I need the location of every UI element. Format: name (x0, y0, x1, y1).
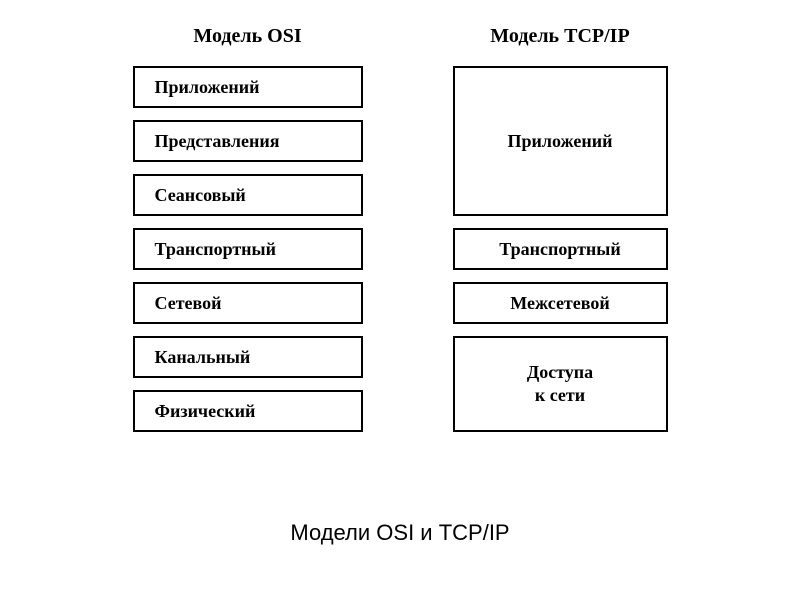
osi-layer-datalink: Канальный (133, 336, 363, 378)
diagram-caption: Модели OSI и TCP/IP (0, 520, 800, 546)
tcpip-title: Модель TCP/IP (453, 25, 668, 48)
osi-layer-network: Сетевой (133, 282, 363, 324)
osi-title: Модель OSI (133, 25, 363, 48)
osi-column: Модель OSI Приложений Представления Сеан… (133, 25, 363, 444)
osi-layer-session: Сеансовый (133, 174, 363, 216)
osi-layer-application: Приложений (133, 66, 363, 108)
diagram-container: Модель OSI Приложений Представления Сеан… (0, 0, 800, 444)
osi-layer-presentation: Представления (133, 120, 363, 162)
tcpip-layer-application: Приложений (453, 66, 668, 216)
tcpip-layer-access: Доступак сети (453, 336, 668, 432)
tcpip-column: Модель TCP/IP Приложений Транспортный Ме… (453, 25, 668, 444)
tcpip-layer-transport: Транспортный (453, 228, 668, 270)
osi-layer-physical: Физический (133, 390, 363, 432)
tcpip-layer-internet: Межсетевой (453, 282, 668, 324)
osi-layer-transport: Транспортный (133, 228, 363, 270)
